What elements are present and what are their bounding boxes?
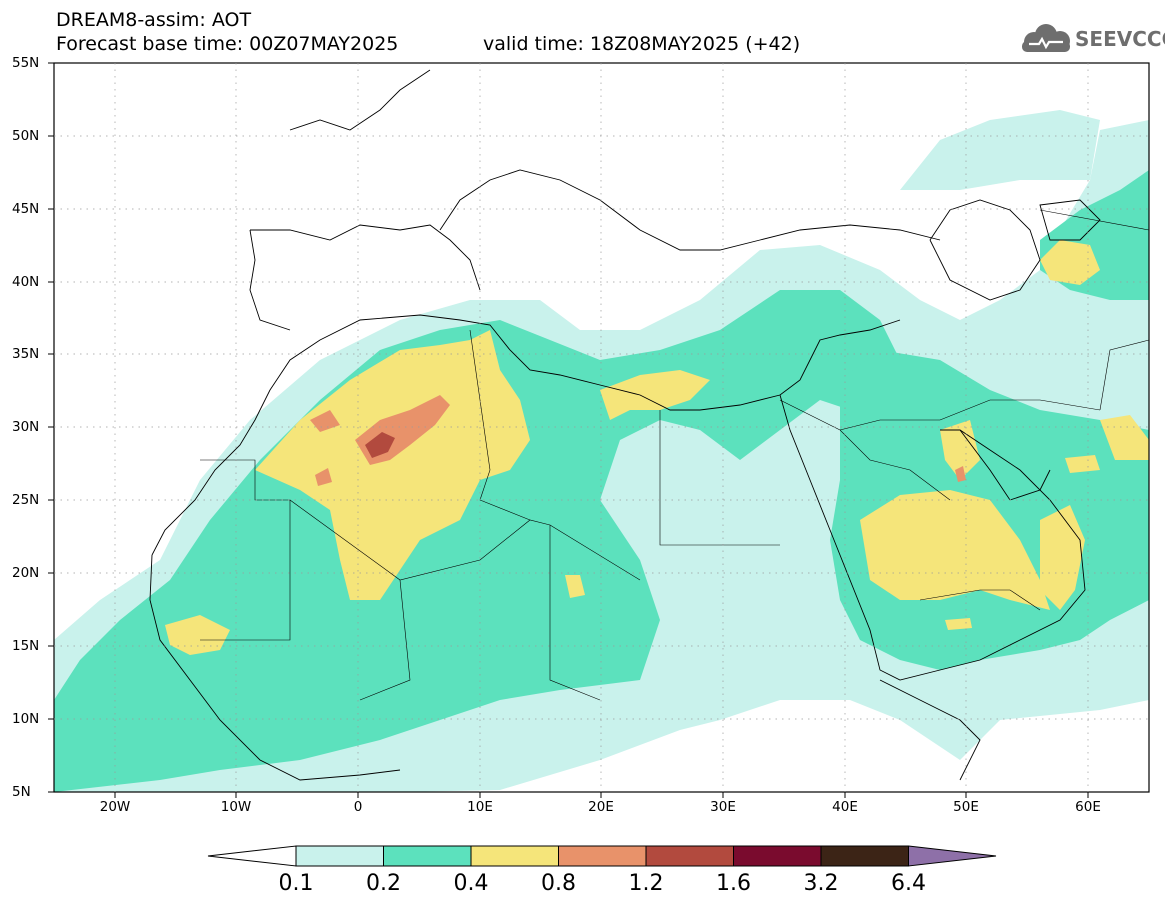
axis-ticks bbox=[48, 62, 1089, 798]
colorbar-segment bbox=[820, 845, 909, 867]
colorbar-segment bbox=[470, 845, 559, 867]
forecast-base-time: Forecast base time: 00Z07MAY2025 bbox=[56, 33, 399, 55]
aot-level-1-2 bbox=[365, 432, 395, 458]
colorbar-segment bbox=[383, 845, 472, 867]
lat-label: 5N bbox=[12, 784, 31, 800]
lat-label: 35N bbox=[12, 346, 40, 362]
colorbar-level-label: 1.2 bbox=[628, 871, 664, 896]
aot-level-0-4 bbox=[165, 240, 1149, 655]
lat-label: 20N bbox=[12, 565, 40, 581]
valid-time: valid time: 18Z08MAY2025 (+42) bbox=[483, 33, 801, 55]
lat-label: 55N bbox=[12, 55, 40, 71]
colorbar-level-label: 6.4 bbox=[891, 871, 926, 896]
colorbar-level-label: 0.8 bbox=[541, 871, 576, 896]
colorbar-level-label: 0.2 bbox=[366, 871, 401, 896]
colorbar-segments bbox=[295, 845, 909, 867]
graticule bbox=[54, 63, 1149, 792]
lat-label: 15N bbox=[12, 638, 40, 654]
colorbar-segment bbox=[733, 845, 822, 867]
lon-label: 40E bbox=[832, 799, 858, 815]
lat-label: 45N bbox=[12, 201, 40, 217]
lon-label: 10E bbox=[467, 799, 493, 815]
colorbar-level-label: 0.1 bbox=[278, 871, 314, 896]
logo-text: SEEVCCC bbox=[1075, 27, 1165, 51]
lon-label: 50E bbox=[953, 799, 979, 815]
seevccc-logo bbox=[1022, 24, 1070, 52]
colorbar-segment bbox=[645, 845, 734, 867]
lat-label: 50N bbox=[12, 128, 40, 144]
colorbar-segment bbox=[295, 845, 384, 867]
lat-label: 10N bbox=[12, 711, 40, 727]
lat-label: 25N bbox=[12, 492, 40, 508]
lon-label: 0 bbox=[353, 799, 363, 815]
colorbar-under-arrow bbox=[207, 845, 297, 867]
map-title: DREAM8-assim: AOT bbox=[56, 9, 252, 31]
lon-label: 10W bbox=[220, 799, 252, 815]
lon-label: 60E bbox=[1075, 799, 1101, 815]
colorbar-level-label: 1.6 bbox=[716, 871, 751, 896]
colorbar-level-label: 0.4 bbox=[453, 871, 489, 896]
lon-label: 20E bbox=[588, 799, 614, 815]
colorbar-segment bbox=[558, 845, 647, 867]
colorbar-level-label: 3.2 bbox=[803, 871, 839, 896]
country-borders bbox=[200, 209, 1149, 701]
lon-label: 30E bbox=[710, 799, 736, 815]
colorbar-over-arrow bbox=[908, 845, 997, 867]
aot-field bbox=[54, 63, 1149, 792]
lon-label: 20W bbox=[99, 799, 131, 815]
lat-label: 40N bbox=[12, 274, 40, 290]
lat-label: 30N bbox=[12, 419, 40, 435]
